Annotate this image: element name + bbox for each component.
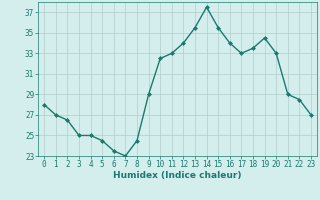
X-axis label: Humidex (Indice chaleur): Humidex (Indice chaleur)	[113, 171, 242, 180]
